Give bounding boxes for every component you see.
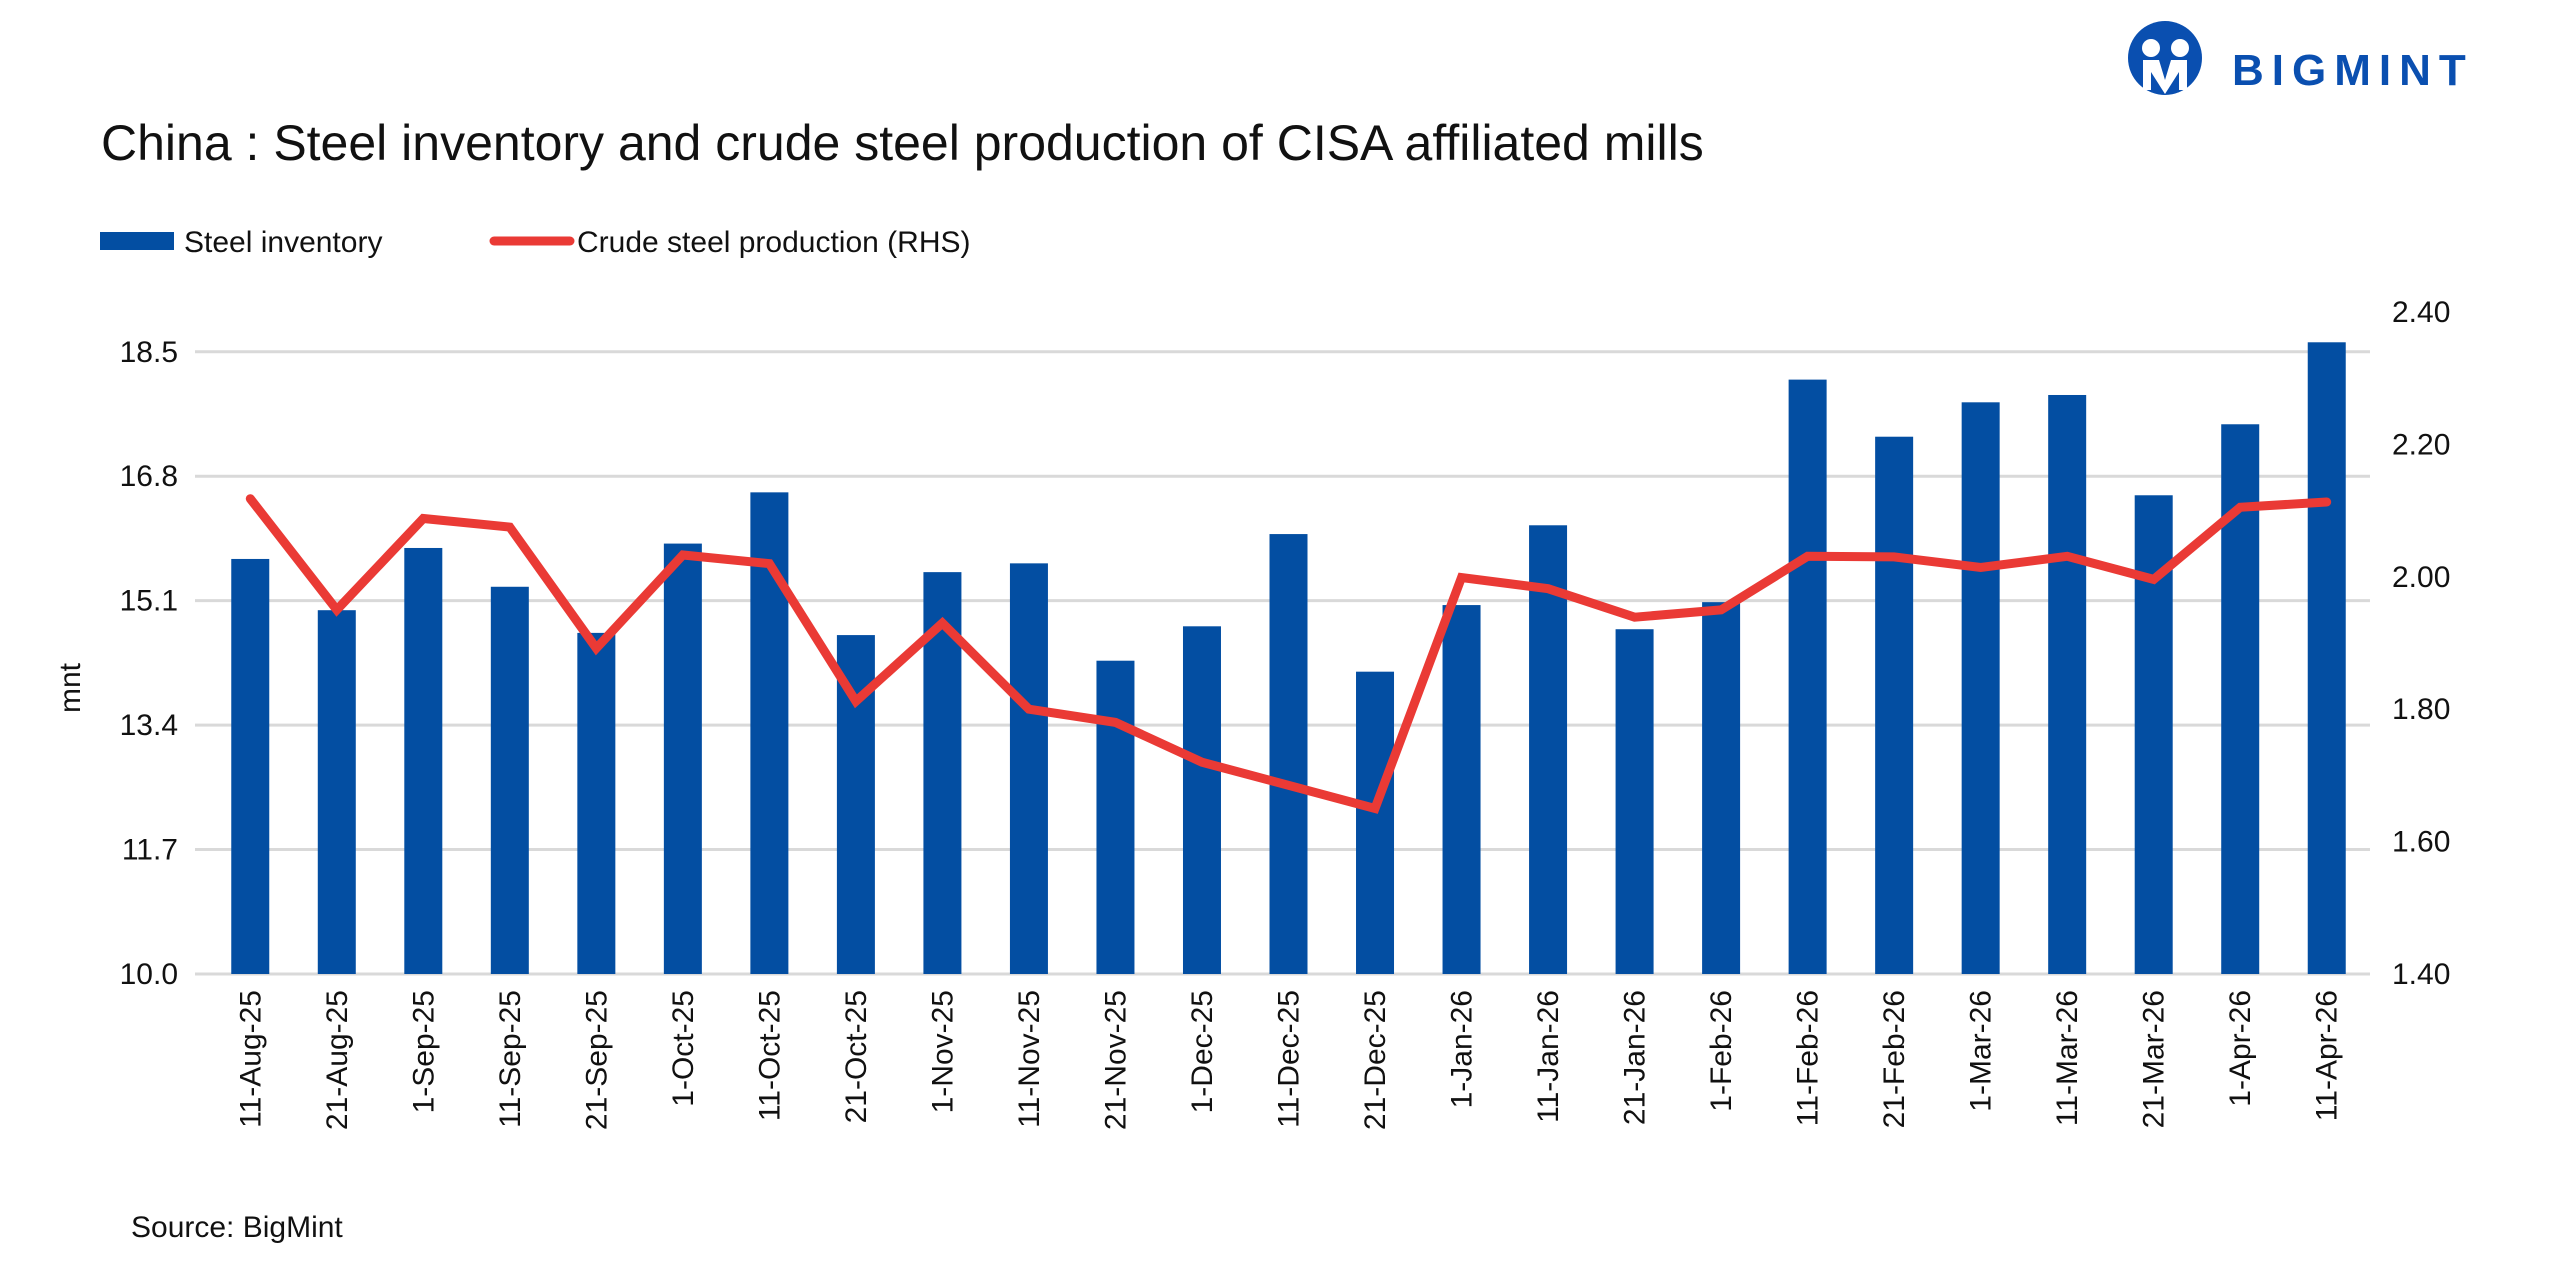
x-tick-label: 11-Feb-26 <box>1792 990 1825 1126</box>
bar-11-Nov-25 <box>1009 563 1048 974</box>
x-tick-label: 1-Oct-25 <box>667 990 700 1107</box>
x-tick-label: 11-Aug-25 <box>234 990 267 1128</box>
bar-21-Dec-25 <box>1356 671 1395 974</box>
bar-11-Apr-26 <box>2307 342 2346 974</box>
bar-11-Dec-25 <box>1269 534 1308 974</box>
bar-1-Oct-25 <box>663 543 702 974</box>
x-tick-label: 21-Nov-25 <box>1099 990 1132 1130</box>
y-tick-label: 13.4 <box>120 709 178 742</box>
y-tick-label: 18.5 <box>120 336 178 369</box>
x-tick-label: 1-Apr-26 <box>2224 990 2257 1107</box>
bar-11-Feb-26 <box>1788 379 1827 975</box>
bar-11-Aug-25 <box>231 558 270 974</box>
y-tick-label: 10.0 <box>120 958 178 991</box>
legend-label-production: Crude steel production (RHS) <box>577 226 971 259</box>
bar-11-Mar-26 <box>2048 394 2087 974</box>
bigmint-logo: BIGMINT <box>2128 21 2474 95</box>
x-tick-label: 1-Feb-26 <box>1705 990 1738 1112</box>
x-tick-label: 11-Oct-25 <box>753 990 786 1121</box>
x-tick-label: 11-Sep-25 <box>494 990 527 1128</box>
bar-21-Aug-25 <box>317 610 356 974</box>
y-axis-title: mnt <box>54 662 87 713</box>
bar-1-Mar-26 <box>1961 402 2000 975</box>
x-tick-label: 21-Jan-26 <box>1619 990 1652 1125</box>
y-tick-label: 16.8 <box>120 460 178 493</box>
legend-swatch-inventory <box>100 232 174 250</box>
x-tick-label: 21-Aug-25 <box>321 990 354 1130</box>
x-tick-label: 11-Mar-26 <box>2051 990 2084 1126</box>
x-tick-label: 21-Feb-26 <box>1878 990 1911 1128</box>
bar-21-Nov-25 <box>1096 660 1135 974</box>
source-note: Source: BigMint <box>131 1211 343 1244</box>
y-right-tick-label: 2.40 <box>2392 296 2450 329</box>
x-tick-label: 1-Dec-25 <box>1186 990 1219 1113</box>
y-right-tick-label: 2.00 <box>2392 561 2450 594</box>
x-tick-label: 11-Apr-26 <box>2311 990 2344 1121</box>
bar-1-Sep-25 <box>404 547 443 974</box>
bar-21-Sep-25 <box>577 632 616 974</box>
bar-11-Sep-25 <box>490 586 529 974</box>
y-right-tick-label: 1.40 <box>2392 958 2450 991</box>
x-tick-label: 21-Dec-25 <box>1359 990 1392 1130</box>
x-tick-label: 21-Oct-25 <box>840 990 873 1123</box>
x-tick-label: 21-Sep-25 <box>580 990 613 1130</box>
bar-1-Jan-26 <box>1442 605 1481 974</box>
x-tick-label: 11-Nov-25 <box>1013 990 1046 1128</box>
legend: Steel inventory Crude steel production (… <box>100 226 971 259</box>
bar-21-Jan-26 <box>1615 629 1654 974</box>
y-right-tick-label: 2.20 <box>2392 428 2450 461</box>
bar-11-Oct-25 <box>750 492 789 974</box>
x-tick-label: 1-Sep-25 <box>407 990 440 1113</box>
x-tick-label: 11-Jan-26 <box>1532 990 1565 1123</box>
x-tick-label: 21-Mar-26 <box>2138 990 2171 1128</box>
bar-1-Dec-25 <box>1182 626 1221 974</box>
y-right-tick-label: 1.80 <box>2392 693 2450 726</box>
y-right-tick-label: 1.60 <box>2392 826 2450 859</box>
chart-title: China : Steel inventory and crude steel … <box>101 115 1704 171</box>
x-tick-label: 1-Mar-26 <box>1965 990 1998 1112</box>
bar-1-Feb-26 <box>1702 602 1741 974</box>
x-tick-label: 11-Dec-25 <box>1273 990 1306 1128</box>
x-tick-label: 1-Jan-26 <box>1446 990 1479 1108</box>
bar-21-Feb-26 <box>1875 436 1914 974</box>
legend-label-inventory: Steel inventory <box>184 226 382 259</box>
y-tick-label: 11.7 <box>122 834 178 867</box>
x-tick-label: 1-Nov-25 <box>926 990 959 1113</box>
logo-text: BIGMINT <box>2232 46 2474 95</box>
y-tick-label: 15.1 <box>120 585 178 618</box>
bar-11-Jan-26 <box>1529 525 1568 974</box>
